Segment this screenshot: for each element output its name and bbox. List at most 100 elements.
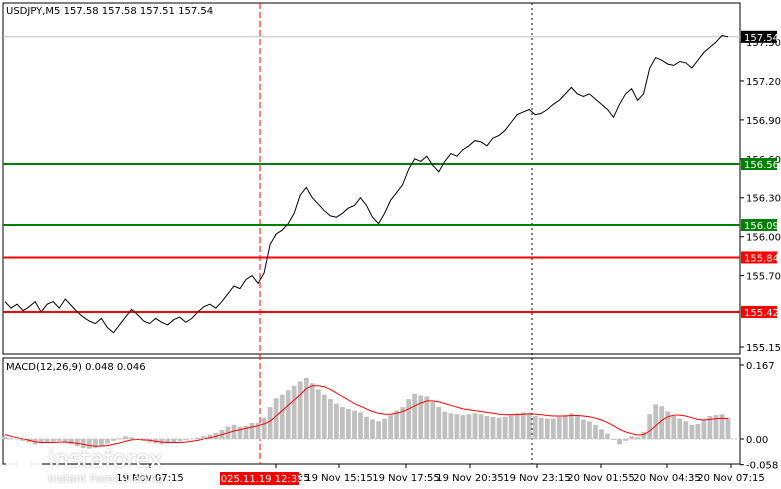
level-tag-label-156.09: 156.09 (744, 221, 779, 232)
macd-bar (593, 424, 598, 439)
macd-bar (364, 416, 369, 439)
macd-bar (400, 407, 406, 439)
macd-bar (617, 439, 622, 445)
macd-bar (87, 439, 92, 449)
macd-bar (340, 407, 345, 439)
level-tag-label-156.56: 156.56 (744, 160, 779, 171)
macd-tick-label: 0.167 (746, 361, 775, 372)
macd-bar (74, 439, 80, 447)
price-panel-frame (2, 2, 741, 355)
macd-bar (502, 416, 508, 439)
macd-bar (599, 429, 604, 439)
macd-bar (255, 423, 261, 439)
macd-bar (442, 411, 448, 439)
macd-bar (382, 418, 387, 439)
macd-bar (394, 410, 399, 439)
macd-bar (647, 414, 653, 439)
chart-info: USDJPY,M5 157.58 157.58 157.51 157.54 (6, 6, 213, 17)
macd-bar (496, 417, 502, 439)
macd-bar (725, 417, 731, 439)
macd-bar (249, 423, 255, 439)
macd-bar (20, 439, 26, 441)
time-tick-label: 19 Nov 07:15 (116, 473, 183, 484)
macd-bar (388, 415, 393, 439)
macd-bar (2, 436, 8, 439)
current-price-tag (741, 30, 777, 43)
macd-bar (460, 415, 466, 439)
macd-bar (701, 419, 707, 439)
macd-label: MACD(12,26,9) 0.048 0.046 (6, 362, 146, 373)
macd-bar (195, 437, 201, 439)
macd-bar (587, 421, 592, 439)
macd-bar (50, 439, 56, 442)
level-tag-156.09 (741, 219, 777, 231)
macd-bar (279, 394, 285, 439)
macd-bar (581, 419, 586, 439)
macd-bar (526, 413, 532, 439)
macd-bar (538, 417, 544, 439)
macd-bar (291, 385, 297, 439)
level-tag-156.56 (741, 158, 777, 170)
macd-bar (677, 418, 683, 439)
macd-bar (544, 418, 550, 439)
time-tick-label: 19 Nov 17:55 (372, 473, 439, 484)
macd-bar (707, 416, 713, 439)
macd-bar (346, 408, 351, 439)
macd-bar (201, 436, 207, 439)
macd-bar (183, 439, 189, 440)
macd-bar (105, 439, 110, 444)
macd-bar (328, 399, 333, 439)
macd-bar (237, 426, 243, 439)
macd-bar (165, 439, 171, 444)
macd-bar (370, 419, 375, 439)
instaforex-logo: instaforex Instant Forex Trading (4, 442, 182, 486)
macd-bar (454, 414, 460, 439)
macd-bar (406, 399, 412, 439)
macd-bar (629, 436, 634, 439)
macd-bar (436, 407, 442, 439)
macd-bar (207, 434, 213, 439)
highlighted-time-tag (220, 472, 299, 485)
macd-tick-label: -0.058 (746, 461, 778, 472)
macd-bar (80, 439, 86, 448)
macd-bar (62, 439, 68, 443)
macd-bar (508, 415, 514, 439)
macd-bar (719, 414, 725, 439)
macd-bar (623, 439, 628, 441)
macd-bar (424, 396, 430, 439)
price-tick-label: 156.30 (746, 194, 781, 205)
macd-bar (412, 393, 418, 439)
macd-tick-label: 0.00 (746, 435, 768, 446)
macd-bar (177, 439, 183, 442)
macd-bar (129, 437, 134, 439)
macd-bar (334, 403, 339, 439)
macd-bar (231, 424, 237, 439)
macd-bar (315, 389, 321, 439)
price-tick-label: 156.90 (746, 116, 781, 127)
macd-bar (273, 398, 279, 439)
macd-bar (562, 415, 568, 439)
macd-bar (261, 417, 267, 439)
macd-bar (14, 439, 20, 440)
macd-bar (99, 439, 104, 447)
macd-bar (683, 421, 689, 439)
price-tick-label: 157.50 (746, 38, 781, 49)
time-tick-label: 20 Nov 07:15 (697, 473, 764, 484)
time-tick-label: 19 Nov 15:15 (305, 473, 372, 484)
macd-bar (695, 423, 701, 439)
macd-bar (611, 439, 616, 440)
macd-bar (575, 416, 580, 439)
logo-name: instaforex (48, 445, 163, 473)
macd-bar (472, 413, 478, 439)
macd-bar (605, 433, 610, 439)
levels-layer (3, 36, 740, 313)
level-tag-155.84 (741, 251, 777, 264)
current-price-label: 157.54 (744, 33, 779, 44)
macd-bar (671, 416, 677, 439)
time-tick-label: 19 Nov 20:35 (436, 473, 503, 484)
macd-bar (68, 439, 74, 445)
macd-bar (321, 394, 327, 439)
price-tick-label: 155.15 (746, 343, 781, 354)
macd-bar (93, 439, 98, 448)
macd-bar (123, 436, 128, 439)
